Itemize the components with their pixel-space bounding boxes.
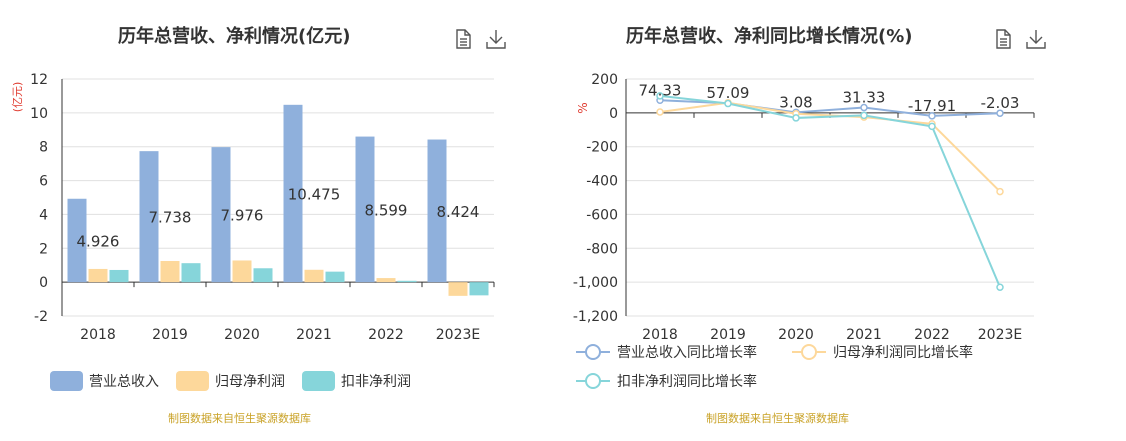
- bar: [304, 269, 324, 283]
- bar: [325, 271, 345, 283]
- legend-label: 营业总收入同比增长率: [617, 344, 757, 361]
- legend-swatch: [302, 371, 335, 391]
- data-label: 57.09: [707, 84, 750, 102]
- data-point: [996, 283, 1004, 291]
- data-label: 10.475: [288, 185, 341, 203]
- legend-label: 扣非净利润同比增长率: [617, 373, 757, 390]
- data-label: 4.926: [77, 232, 120, 250]
- document-icon[interactable]: [452, 28, 474, 50]
- line-chart: -1,200 -1,000 -800 -600 -400 -200 0 200% 2018 201…: [573, 72, 1035, 390]
- x-tick-label: 2022: [914, 327, 950, 343]
- data-label: 8.424: [437, 203, 480, 221]
- y-tick-label: 200: [591, 72, 618, 88]
- data-point: [860, 103, 868, 112]
- bar: [355, 136, 375, 283]
- legend-label: 营业总收入: [89, 374, 159, 390]
- legend-marker: [585, 344, 601, 360]
- y-tick-label: -1,000: [573, 275, 618, 291]
- bar: [397, 280, 417, 283]
- x-tick-label: 2023E: [978, 327, 1022, 343]
- bar: [448, 282, 468, 296]
- bar: [67, 198, 87, 283]
- data-label: 8.599: [365, 201, 408, 219]
- bar: [139, 151, 159, 283]
- y-tick-label: 10: [30, 106, 48, 122]
- data-label: 31.33: [843, 89, 886, 107]
- bar: [469, 282, 489, 296]
- bar: [283, 104, 303, 283]
- legend-marker: [585, 373, 601, 389]
- data-point: [928, 122, 936, 131]
- bar: [376, 278, 396, 283]
- document-icon[interactable]: [992, 28, 1014, 50]
- x-tick-label: 2023E: [436, 327, 480, 343]
- y-tick-label: -400: [586, 174, 618, 190]
- legend-label: 扣非净利润: [341, 374, 411, 390]
- legend-swatch: [50, 371, 83, 391]
- x-tick-label: 2019: [152, 327, 188, 343]
- x-tick-label: 2018: [642, 327, 678, 343]
- data-source-note: 制图数据来自恒生聚源数据库: [168, 412, 311, 425]
- series-line: [659, 101, 1001, 193]
- legend-label: 归母净利润同比增长率: [833, 344, 973, 361]
- x-tick-label: 2019: [710, 327, 746, 343]
- data-point: [724, 99, 732, 108]
- data-point: [860, 111, 868, 120]
- bar: [427, 139, 447, 283]
- y-tick-label: 0: [609, 106, 618, 122]
- y-axis-label: (亿元): [11, 82, 24, 113]
- legend-marker: [801, 344, 817, 360]
- chart-title: 历年总营收、净利情况(亿元): [118, 26, 351, 47]
- bar-chart: -2 0 2 4 6 8 10 12 (亿元) 2018 4.926 2019 7.738 2020 7.9…: [11, 72, 495, 391]
- download-icon[interactable]: [1025, 28, 1047, 50]
- growth-rate-panel: 历年总营收、净利同比增长情况(%) -1,200 -1,000 -800 -600 -4…: [560, 0, 1126, 441]
- y-tick-label: -600: [586, 207, 618, 223]
- data-label: 3.08: [779, 93, 812, 111]
- revenue-profit-panel: 历年总营收、净利情况(亿元) -2 0 2 4 6 8 10 12 (亿元) 2018 4.926 2…: [0, 0, 560, 441]
- data-point: [996, 109, 1004, 117]
- bar: [253, 268, 273, 283]
- data-point: [656, 92, 664, 100]
- y-tick-label: 6: [39, 174, 48, 190]
- y-tick-label: -200: [586, 140, 618, 156]
- y-tick-label: -2: [34, 309, 48, 325]
- x-tick-label: 2020: [224, 327, 260, 343]
- data-label: 7.976: [221, 207, 264, 225]
- y-tick-label: 12: [30, 72, 48, 88]
- y-tick-label: 0: [39, 275, 48, 291]
- data-label: 74.33: [639, 81, 682, 99]
- data-label: -17.91: [908, 97, 956, 115]
- bar: [232, 260, 252, 283]
- download-icon[interactable]: [485, 28, 507, 50]
- chart-title: 历年总营收、净利同比增长情况(%): [626, 26, 913, 47]
- y-tick-label: 4: [39, 207, 48, 223]
- data-label: -2.03: [981, 94, 1020, 112]
- data-source-note: 制图数据来自恒生聚源数据库: [706, 412, 849, 425]
- y-tick-label: -1,200: [573, 309, 618, 325]
- bar: [211, 147, 231, 283]
- y-tick-label: 8: [39, 140, 48, 156]
- data-point: [792, 114, 800, 122]
- data-point: [656, 108, 664, 116]
- x-tick-label: 2018: [80, 327, 116, 343]
- data-point: [996, 187, 1004, 196]
- legend-swatch: [176, 371, 209, 391]
- legend-label: 归母净利润: [215, 373, 285, 390]
- bar: [160, 260, 180, 283]
- bar: [88, 268, 108, 283]
- y-tick-label: -800: [586, 241, 618, 257]
- x-tick-label: 2020: [778, 327, 814, 343]
- data-label: 7.738: [149, 209, 192, 227]
- bar: [181, 263, 201, 283]
- bar: [109, 269, 129, 283]
- x-tick-label: 2021: [296, 327, 332, 343]
- series-line: [659, 94, 1001, 288]
- x-tick-label: 2022: [368, 327, 404, 343]
- data-point: [928, 112, 936, 120]
- x-tick-label: 2021: [846, 327, 882, 343]
- y-tick-label: 2: [39, 241, 48, 257]
- y-axis-label: %: [576, 102, 590, 113]
